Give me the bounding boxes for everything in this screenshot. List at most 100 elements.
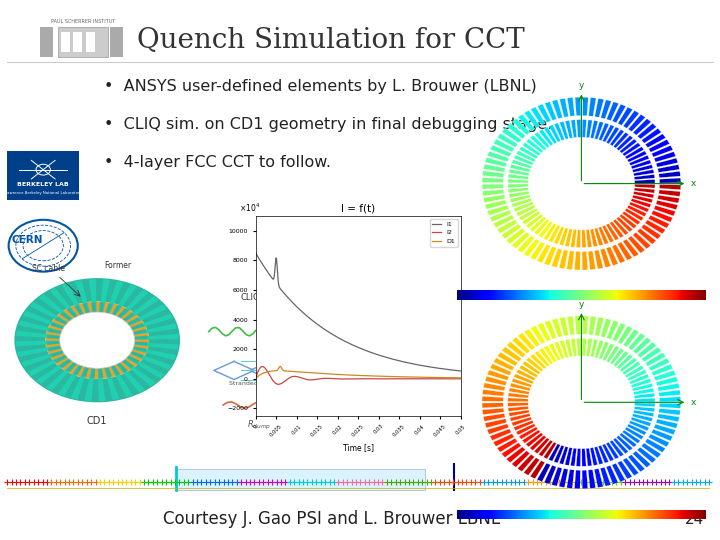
Wedge shape <box>97 340 134 368</box>
Wedge shape <box>610 440 624 457</box>
Wedge shape <box>606 247 618 266</box>
Wedge shape <box>565 229 572 247</box>
Wedge shape <box>516 369 536 381</box>
Text: PAUL SCHERRER INSTITUT: PAUL SCHERRER INSTITUT <box>50 19 115 24</box>
Wedge shape <box>482 171 504 177</box>
Wedge shape <box>97 313 173 340</box>
Wedge shape <box>544 127 557 144</box>
Wedge shape <box>516 205 536 216</box>
Wedge shape <box>623 458 639 476</box>
Wedge shape <box>97 306 121 340</box>
Wedge shape <box>575 470 580 489</box>
Wedge shape <box>523 239 539 256</box>
Wedge shape <box>490 145 511 157</box>
Wedge shape <box>623 143 641 156</box>
Wedge shape <box>606 346 619 362</box>
Wedge shape <box>559 469 568 488</box>
Wedge shape <box>508 187 528 193</box>
Wedge shape <box>74 305 97 340</box>
Wedge shape <box>484 383 505 391</box>
Wedge shape <box>595 340 603 358</box>
Wedge shape <box>622 211 640 225</box>
Wedge shape <box>576 230 580 248</box>
Wedge shape <box>634 398 655 402</box>
Wedge shape <box>627 205 647 217</box>
Wedge shape <box>612 463 625 482</box>
Wedge shape <box>634 403 655 407</box>
Wedge shape <box>613 132 629 148</box>
Wedge shape <box>634 407 654 412</box>
Wedge shape <box>497 220 518 233</box>
Wedge shape <box>97 279 110 340</box>
Wedge shape <box>544 320 557 339</box>
Wedge shape <box>97 340 120 400</box>
Wedge shape <box>575 97 581 116</box>
Wedge shape <box>559 122 569 139</box>
Text: Former: Former <box>104 261 132 270</box>
Wedge shape <box>97 303 113 340</box>
Wedge shape <box>97 340 127 372</box>
Wedge shape <box>588 251 595 269</box>
Wedge shape <box>490 364 511 375</box>
Wedge shape <box>73 340 97 375</box>
Wedge shape <box>48 340 97 351</box>
Wedge shape <box>660 185 680 190</box>
Wedge shape <box>502 347 521 362</box>
Wedge shape <box>97 340 104 378</box>
Wedge shape <box>637 123 657 139</box>
Wedge shape <box>649 358 670 371</box>
Wedge shape <box>622 430 640 443</box>
Wedge shape <box>14 278 180 402</box>
Text: BERKELEY LAB: BERKELEY LAB <box>17 182 69 187</box>
Wedge shape <box>559 447 568 464</box>
Wedge shape <box>482 184 503 189</box>
Wedge shape <box>642 443 661 458</box>
Wedge shape <box>625 208 644 221</box>
Wedge shape <box>629 114 645 132</box>
Wedge shape <box>602 444 614 461</box>
Wedge shape <box>649 139 670 152</box>
Wedge shape <box>559 228 568 246</box>
Wedge shape <box>519 365 538 377</box>
Wedge shape <box>519 427 538 439</box>
Wedge shape <box>97 302 104 340</box>
Wedge shape <box>47 340 97 345</box>
Wedge shape <box>537 463 551 482</box>
Wedge shape <box>625 427 644 440</box>
Wedge shape <box>530 242 545 260</box>
Wedge shape <box>659 171 680 178</box>
Wedge shape <box>645 353 666 366</box>
Text: •  ANSYS user-defined elements by L. Brouwer (LBNL): • ANSYS user-defined elements by L. Brou… <box>104 79 537 94</box>
Wedge shape <box>634 410 654 417</box>
Wedge shape <box>594 250 603 269</box>
Wedge shape <box>97 340 140 363</box>
Wedge shape <box>618 461 632 479</box>
Wedge shape <box>660 178 680 183</box>
Text: Stranded coil elements: Stranded coil elements <box>229 381 302 386</box>
Wedge shape <box>637 228 656 244</box>
Wedge shape <box>534 219 549 235</box>
Wedge shape <box>586 230 592 247</box>
Wedge shape <box>632 383 653 391</box>
Wedge shape <box>97 340 156 386</box>
Wedge shape <box>512 118 530 135</box>
Wedge shape <box>567 98 575 116</box>
Text: CD1: CD1 <box>87 416 107 426</box>
Wedge shape <box>530 461 545 479</box>
Wedge shape <box>61 284 97 340</box>
Wedge shape <box>493 215 514 228</box>
Text: •  CLIQ sim. on CD1 geometry in final debugging stage.: • CLIQ sim. on CD1 geometry in final deb… <box>104 117 553 132</box>
Wedge shape <box>482 396 503 401</box>
Wedge shape <box>544 102 557 120</box>
Wedge shape <box>519 146 538 159</box>
Wedge shape <box>97 340 145 393</box>
Wedge shape <box>508 406 528 411</box>
Wedge shape <box>493 434 514 447</box>
Text: CERN: CERN <box>12 235 43 245</box>
Wedge shape <box>598 342 609 359</box>
Wedge shape <box>530 435 546 450</box>
Wedge shape <box>512 160 532 168</box>
Wedge shape <box>97 340 112 377</box>
Wedge shape <box>600 100 611 119</box>
Wedge shape <box>23 310 97 340</box>
